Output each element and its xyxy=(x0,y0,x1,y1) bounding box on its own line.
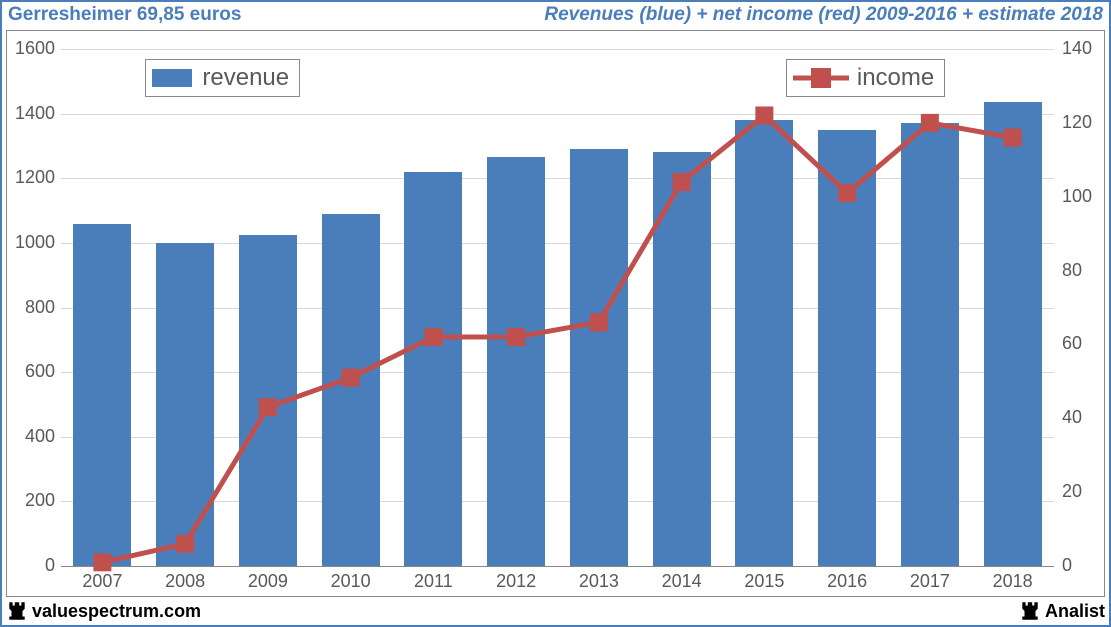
footer-right: Analist xyxy=(1019,600,1105,622)
legend-swatch-line xyxy=(793,66,849,90)
xtick: 2016 xyxy=(827,571,867,592)
title-right: Revenues (blue) + net income (red) 2009-… xyxy=(544,4,1103,26)
income-marker xyxy=(921,114,939,132)
ytick-left: 800 xyxy=(11,297,55,318)
income-marker xyxy=(259,398,277,416)
footer-right-text: Analist xyxy=(1045,601,1105,622)
legend-label: income xyxy=(857,64,934,92)
ytick-left: 1400 xyxy=(11,103,55,124)
income-marker xyxy=(176,535,194,553)
xtick: 2007 xyxy=(82,571,122,592)
income-marker xyxy=(838,184,856,202)
gridline xyxy=(61,566,1054,567)
footer-left-text: valuespectrum.com xyxy=(32,601,201,622)
title-left: Gerresheimer 69,85 euros xyxy=(8,4,241,26)
xtick: 2010 xyxy=(331,571,371,592)
xtick: 2009 xyxy=(248,571,288,592)
income-marker xyxy=(755,106,773,124)
income-marker xyxy=(424,328,442,346)
xtick: 2017 xyxy=(910,571,950,592)
legend-label: revenue xyxy=(202,64,289,92)
ytick-right: 0 xyxy=(1062,555,1072,576)
ytick-right: 120 xyxy=(1062,112,1092,133)
income-line xyxy=(61,49,1054,566)
chart-area: 0 200 400 600 800 1000 1200 1400 1600 0 20 40 60 80 10… xyxy=(6,30,1105,597)
footer: valuespectrum.com Analist xyxy=(6,599,1105,623)
income-marker xyxy=(590,313,608,331)
ytick-right: 40 xyxy=(1062,407,1082,428)
ytick-right: 20 xyxy=(1062,481,1082,502)
xtick: 2011 xyxy=(414,571,453,592)
income-marker xyxy=(1004,129,1022,147)
ytick-right: 80 xyxy=(1062,260,1082,281)
ytick-right: 100 xyxy=(1062,186,1092,207)
rook-icon xyxy=(1019,600,1041,622)
footer-left: valuespectrum.com xyxy=(6,600,201,622)
chart-card: Gerresheimer 69,85 euros Revenues (blue)… xyxy=(0,0,1111,627)
legend-swatch-bar xyxy=(152,69,192,87)
income-marker xyxy=(673,173,691,191)
ytick-left: 1600 xyxy=(11,38,55,59)
xtick: 2008 xyxy=(165,571,205,592)
header: Gerresheimer 69,85 euros Revenues (blue)… xyxy=(2,2,1109,28)
ytick-left: 1000 xyxy=(11,232,55,253)
ytick-left: 600 xyxy=(11,361,55,382)
ytick-left: 200 xyxy=(11,490,55,511)
xtick: 2013 xyxy=(579,571,619,592)
xtick: 2018 xyxy=(993,571,1033,592)
ytick-left: 1200 xyxy=(11,167,55,188)
xtick: 2014 xyxy=(662,571,702,592)
income-marker xyxy=(507,328,525,346)
ytick-right: 140 xyxy=(1062,38,1092,59)
xtick: 2015 xyxy=(744,571,784,592)
ytick-left: 0 xyxy=(11,555,55,576)
legend-revenue: revenue xyxy=(145,59,300,97)
plot-region xyxy=(61,49,1054,566)
legend-income: income xyxy=(786,59,945,97)
income-marker xyxy=(342,369,360,387)
ytick-left: 400 xyxy=(11,426,55,447)
rook-icon xyxy=(6,600,28,622)
xtick: 2012 xyxy=(496,571,536,592)
ytick-right: 60 xyxy=(1062,333,1082,354)
income-marker xyxy=(93,553,111,571)
